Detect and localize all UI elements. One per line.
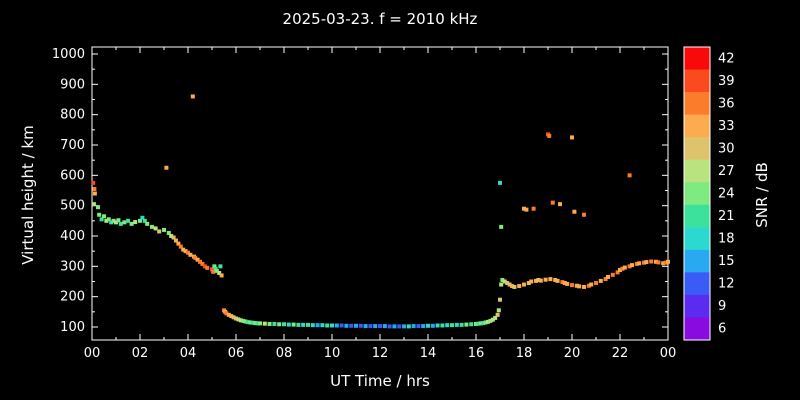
chart-title: 2025-03-23. f = 2010 kHz — [282, 10, 478, 28]
svg-text:33: 33 — [718, 119, 735, 134]
svg-text:10: 10 — [324, 346, 341, 361]
svg-text:00: 00 — [84, 346, 101, 361]
svg-text:22: 22 — [612, 346, 629, 361]
svg-text:6: 6 — [718, 322, 726, 337]
svg-text:300: 300 — [60, 259, 85, 274]
svg-text:18: 18 — [516, 346, 533, 361]
svg-text:02: 02 — [132, 346, 149, 361]
x-axis-label: UT Time / hrs — [330, 372, 430, 390]
x-axis-ticks: 00 02 04 06 08 10 12 14 16 18 20 22 00 — [84, 47, 677, 361]
svg-text:14: 14 — [420, 346, 437, 361]
svg-text:30: 30 — [718, 141, 735, 156]
y-axis-label: Virtual height / km — [19, 125, 37, 265]
svg-text:08: 08 — [276, 346, 293, 361]
svg-text:21: 21 — [718, 209, 735, 224]
svg-text:1000: 1000 — [52, 47, 85, 62]
svg-text:12: 12 — [718, 277, 735, 292]
svg-text:700: 700 — [60, 138, 85, 153]
svg-text:16: 16 — [468, 346, 485, 361]
svg-text:500: 500 — [60, 199, 85, 214]
svg-text:00: 00 — [660, 346, 677, 361]
svg-text:42: 42 — [718, 51, 735, 66]
data-points — [91, 94, 670, 329]
svg-text:39: 39 — [718, 74, 735, 89]
y-axis-ticks: 100 200 300 400 500 600 700 800 900 1000 — [52, 47, 668, 335]
svg-text:200: 200 — [60, 290, 85, 305]
svg-text:24: 24 — [718, 187, 735, 202]
svg-text:27: 27 — [718, 164, 735, 179]
svg-text:06: 06 — [228, 346, 245, 361]
colorbar-label: SNR / dB — [753, 162, 771, 228]
svg-text:12: 12 — [372, 346, 389, 361]
svg-text:04: 04 — [180, 346, 197, 361]
svg-text:36: 36 — [718, 96, 735, 111]
svg-text:20: 20 — [564, 346, 581, 361]
svg-text:100: 100 — [60, 320, 85, 335]
svg-text:9: 9 — [718, 299, 726, 314]
plot-frame — [91, 46, 669, 341]
svg-text:900: 900 — [60, 77, 85, 92]
svg-text:18: 18 — [718, 232, 735, 247]
svg-text:800: 800 — [60, 108, 85, 123]
svg-text:400: 400 — [60, 229, 85, 244]
colorbar: 42 39 36 33 30 27 24 21 18 15 12 9 6 — [683, 46, 735, 341]
svg-text:600: 600 — [60, 168, 85, 183]
svg-text:15: 15 — [718, 254, 735, 269]
